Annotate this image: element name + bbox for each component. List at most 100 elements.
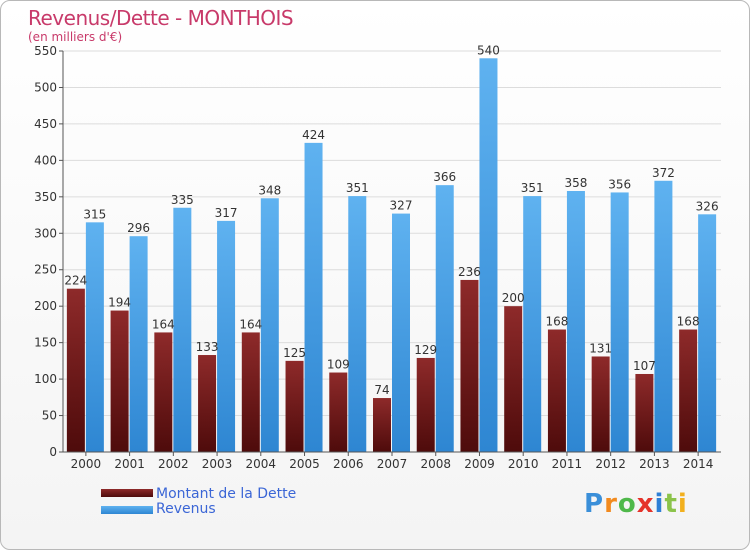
bar-debt-2008 [416,357,435,452]
x-axis-ticks: 2000 2001 2002 2003 2004 2005 2006 2007 2008 2009… [71,452,714,471]
label-debt-2006: 109 [327,358,350,372]
legend-label-revenue: Revenus [156,501,216,517]
legend-swatch-debt [101,489,153,497]
bar-revenue-2001 [129,236,148,452]
label-debt-2007: 74 [374,383,389,397]
label-revenue-2006: 351 [346,181,369,195]
logo-letter: x [636,489,655,519]
label-revenue-2014: 326 [696,199,719,213]
y-tick-label: 450 [34,117,57,131]
label-revenue-2007: 327 [390,199,413,213]
label-revenue-2009: 540 [477,43,500,57]
x-tick-label-2001: 2001 [114,457,145,471]
bar-revenue-2011 [566,190,585,452]
bar-debt-2001 [110,310,129,452]
x-tick-label-2007: 2007 [377,457,408,471]
label-debt-2011: 168 [545,315,568,329]
bar-debt-2009 [460,279,479,452]
label-revenue-2000: 315 [83,207,106,221]
y-tick-label: 400 [34,153,57,167]
bar-debt-2014 [679,329,698,452]
y-tick-label: 300 [34,226,57,240]
x-tick-label-2008: 2008 [420,457,451,471]
y-tick-label: 100 [34,372,57,386]
data-labels: 224 315 194 296 164 335 133 317 164 348 125 424 109 3… [64,43,718,397]
bar-revenue-2003 [217,220,236,452]
logo-letter: t [664,489,678,519]
x-tick-label-2010: 2010 [508,457,539,471]
x-tick-label-2004: 2004 [246,457,277,471]
chart-subtitle: (en milliers d'€) [28,30,123,44]
bar-debt-2006 [329,372,348,452]
x-tick-label-2006: 2006 [333,457,364,471]
y-tick-label: 350 [34,190,57,204]
bar-revenue-2006 [348,196,367,452]
proxiti-logo: Proxiti [584,489,688,519]
label-debt-2014: 168 [677,315,700,329]
bar-debt-2011 [547,329,566,452]
bar-revenue-2014 [698,214,717,452]
chart-title: Revenus/Dette - MONTHOIS [28,6,294,30]
x-tick-label-2011: 2011 [552,457,583,471]
y-axis-ticks: 0 50 100 150 200 250 300 350 400 450 500 550 [34,44,63,459]
label-revenue-2013: 372 [652,166,675,180]
label-debt-2000: 224 [64,274,87,288]
bar-debt-2012 [591,356,610,452]
bar-revenue-2012 [610,192,629,452]
x-tick-label-2000: 2000 [71,457,102,471]
bar-debt-2007 [373,398,391,452]
label-revenue-2008: 366 [433,170,456,184]
label-debt-2001: 194 [108,296,131,310]
x-tick-label-2002: 2002 [158,457,189,471]
logo-letter: i [677,489,688,519]
x-tick-label-2005: 2005 [289,457,320,471]
y-tick-label: 250 [34,263,57,277]
label-revenue-2001: 296 [127,221,150,235]
label-debt-2005: 125 [283,346,306,360]
label-debt-2009: 236 [458,265,481,279]
y-tick-label: 550 [34,44,57,58]
x-tick-label-2009: 2009 [464,457,495,471]
bar-debt-2000 [66,288,85,452]
bar-debt-2010 [504,306,523,452]
x-tick-label-2003: 2003 [202,457,233,471]
label-revenue-2004: 348 [258,183,281,197]
y-tick-label: 50 [42,409,57,423]
label-revenue-2011: 358 [564,176,587,190]
bar-revenue-2010 [523,196,542,452]
x-tick-label-2012: 2012 [595,457,626,471]
label-debt-2004: 164 [239,317,262,331]
label-debt-2008: 129 [414,343,437,357]
bar-debt-2013 [635,373,654,452]
logo-letter: P [584,489,605,519]
y-tick-label: 200 [34,299,57,313]
y-tick-label: 500 [34,80,57,94]
x-tick-label-2014: 2014 [683,457,714,471]
logo-letter: i [654,489,665,519]
logo-letter: o [617,489,637,519]
y-tick-label: 0 [49,445,57,459]
label-debt-2013: 107 [633,359,656,373]
bar-debt-2003 [198,355,217,452]
bar-revenue-2002 [173,207,192,452]
x-tick-label-2013: 2013 [639,457,670,471]
label-debt-2012: 131 [589,341,612,355]
bar-revenue-2007 [392,213,410,452]
bar-debt-2002 [154,332,173,452]
label-revenue-2010: 351 [521,181,544,195]
bar-revenue-2008 [435,185,454,453]
bar-revenue-2004 [260,198,279,452]
bar-debt-2004 [241,332,260,452]
bar-revenue-2009 [479,58,498,453]
label-debt-2003: 133 [196,340,219,354]
label-debt-2002: 164 [152,317,175,331]
y-tick-label: 150 [34,336,57,350]
label-revenue-2002: 335 [171,193,194,207]
label-revenue-2005: 424 [302,128,325,142]
logo-letter: r [604,489,618,519]
label-revenue-2003: 317 [215,206,238,220]
bar-revenue-2005 [304,142,323,452]
bars [66,58,717,453]
